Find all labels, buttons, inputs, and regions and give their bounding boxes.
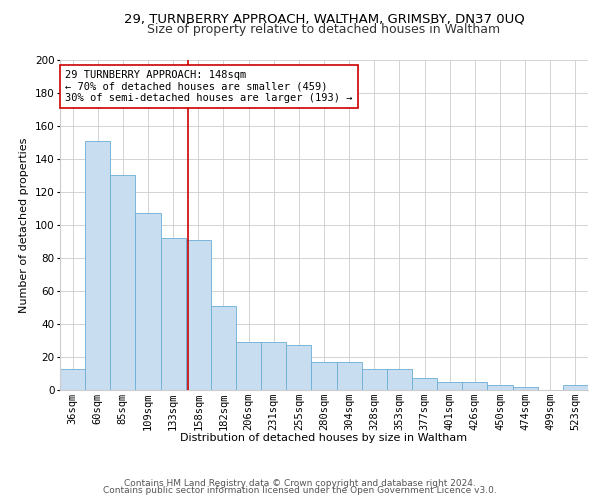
X-axis label: Distribution of detached houses by size in Waltham: Distribution of detached houses by size …	[181, 433, 467, 443]
Bar	[512, 386, 538, 390]
Bar	[211, 306, 236, 390]
Bar	[387, 368, 412, 390]
Bar	[286, 346, 311, 390]
Bar	[362, 368, 387, 390]
Bar	[337, 362, 362, 390]
Bar	[236, 342, 261, 390]
Bar	[437, 382, 462, 390]
Bar	[85, 141, 110, 390]
Bar	[60, 368, 85, 390]
Bar	[110, 176, 136, 390]
Bar	[186, 240, 211, 390]
Text: 29 TURNBERRY APPROACH: 148sqm
← 70% of detached houses are smaller (459)
30% of : 29 TURNBERRY APPROACH: 148sqm ← 70% of d…	[65, 70, 353, 103]
Bar	[487, 385, 512, 390]
Bar	[261, 342, 286, 390]
Bar	[563, 385, 588, 390]
Text: 29, TURNBERRY APPROACH, WALTHAM, GRIMSBY, DN37 0UQ: 29, TURNBERRY APPROACH, WALTHAM, GRIMSBY…	[124, 12, 524, 26]
Bar	[311, 362, 337, 390]
Bar	[412, 378, 437, 390]
Text: Contains HM Land Registry data © Crown copyright and database right 2024.: Contains HM Land Registry data © Crown c…	[124, 478, 476, 488]
Y-axis label: Number of detached properties: Number of detached properties	[19, 138, 29, 312]
Text: Size of property relative to detached houses in Waltham: Size of property relative to detached ho…	[148, 22, 500, 36]
Bar	[161, 238, 186, 390]
Text: Contains public sector information licensed under the Open Government Licence v3: Contains public sector information licen…	[103, 486, 497, 495]
Bar	[462, 382, 487, 390]
Bar	[136, 214, 161, 390]
